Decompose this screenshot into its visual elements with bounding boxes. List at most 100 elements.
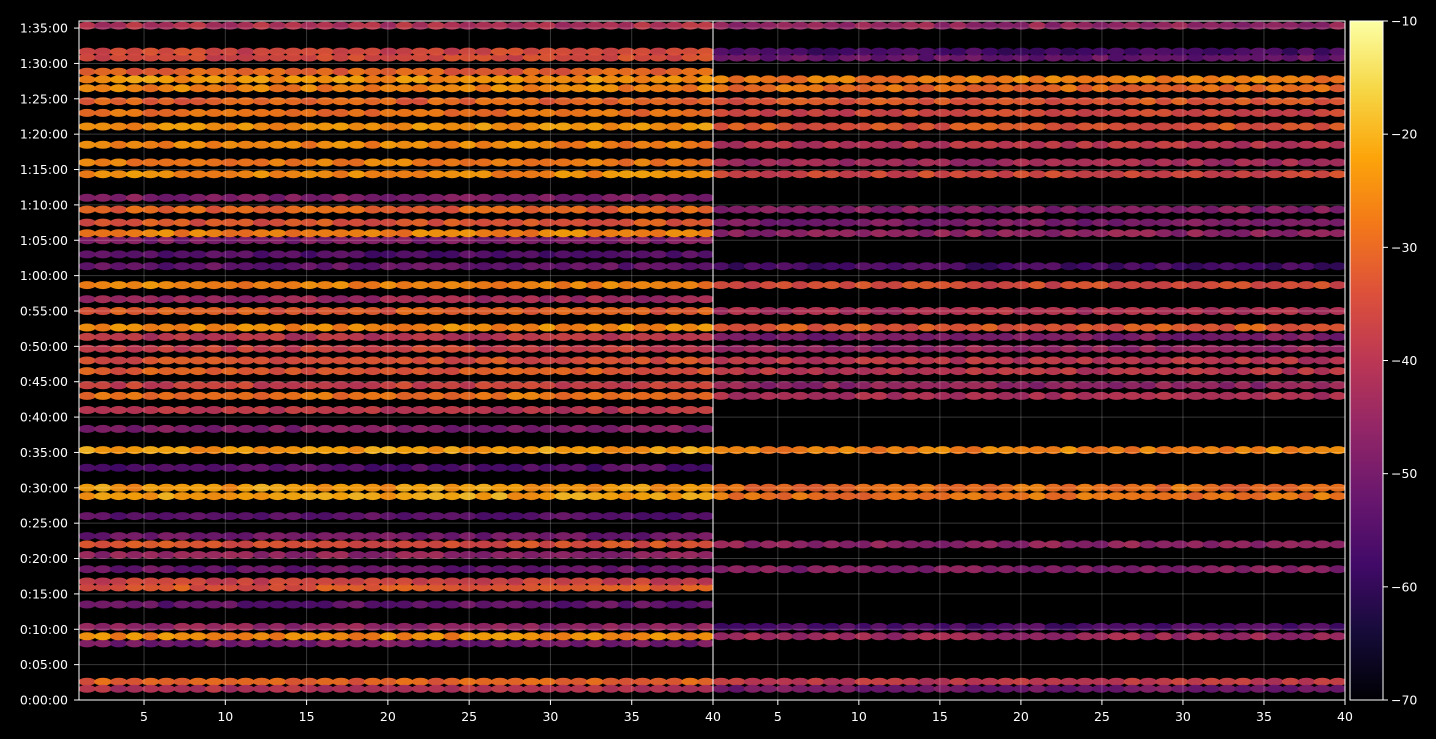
right-band-30-cell-20 [1028,53,1047,62]
left-band-39-cell-32 [586,122,604,131]
left-band-22-cell-24 [459,356,477,365]
left-band-9-cell-1 [94,551,112,559]
right-band-11-cell-15 [949,367,967,376]
left-band-39-cell-31 [570,122,588,131]
left-band-30-cell-23 [443,250,461,259]
left-band-2-cell-23 [443,639,461,648]
right-band-31-cell-15 [949,47,967,56]
right-band-26-cell-9 [854,108,873,117]
left-band-5-cell-20 [395,600,414,609]
left-band-23-cell-8 [205,344,223,353]
left-band-36-cell-12 [268,170,287,179]
right-band-26-cell-24 [1092,108,1110,117]
left-band-2-cell-18 [364,639,382,648]
right-band-25-cell-0 [713,122,730,131]
left-band-41-cell-10 [237,97,255,106]
left-band-0-cell-12 [268,677,287,686]
right-band-6-cell-9 [854,492,873,501]
right-band-24-cell-30 [1186,140,1205,149]
left-band-13-cell-26 [491,492,509,501]
right-band-9-cell-28 [1155,391,1173,400]
right-band-24-cell-16 [965,140,983,149]
left-band-14-cell-5 [157,483,176,492]
left-band-47-cell-34 [617,21,636,30]
left-band-32-cell-1 [94,229,112,238]
left-band-14-cell-11 [252,483,271,492]
left-band-18-cell-36 [649,406,668,414]
left-band-1-cell-29 [538,684,556,693]
right-band-26-cell-13 [918,108,936,117]
left-band-41-cell-39 [697,97,713,106]
left-band-1-cell-38 [681,684,699,693]
left-band-31-cell-23 [443,236,461,245]
right-band-25-cell-14 [933,122,952,131]
left-band-5-cell-2 [110,600,128,609]
right-band-32-cell-14 [933,21,952,30]
left-band-27-cell-26 [491,295,509,304]
left-band-37-cell-1 [94,158,112,167]
right-band-24-cell-23 [1076,140,1094,149]
left-band-6-cell-39 [697,583,713,592]
left-band-24-cell-8 [205,332,223,341]
right-band-27-cell-31 [1202,97,1221,106]
left-band-24-cell-10 [237,332,255,341]
right-band-5-cell-4 [775,540,793,549]
left-band-38-cell-22 [427,140,445,149]
right-band-20-cell-2 [743,218,762,227]
right-band-7-cell-20 [1028,483,1047,492]
left-band-43-cell-9 [221,75,239,84]
right-band-17-cell-1 [728,281,746,290]
y-tick-label-7: 0:35:00 [20,445,68,460]
left-band-19-cell-16 [332,391,350,400]
right-band-15-cell-32 [1218,323,1237,332]
right-band-30-cell-25 [1107,53,1126,62]
right-band-0-cell-34 [1250,677,1268,686]
right-band-18-cell-34 [1250,262,1268,271]
left-band-5-cell-13 [284,600,302,609]
left-band-31-cell-15 [316,236,334,245]
left-band-42-cell-29 [538,84,556,93]
right-band-24-cell-21 [1044,140,1062,149]
left-band-23-cell-10 [237,344,255,353]
left-band-37-cell-25 [475,158,493,167]
right-band-27-cell-33 [1234,97,1252,106]
left-band-29-cell-0 [79,262,96,271]
right-band-17-cell-18 [997,281,1015,290]
right-band-21-cell-22 [1060,205,1078,214]
left-band-42-cell-5 [157,84,176,93]
right-band-4-cell-12 [902,565,920,574]
left-band-13-cell-15 [316,492,334,501]
left-band-27-cell-23 [443,295,461,304]
right-band-30-cell-22 [1060,53,1078,62]
right-band-12-cell-6 [807,356,825,365]
right-band-5-cell-19 [1012,540,1031,549]
right-band-25-cell-21 [1044,122,1062,131]
right-band-24-cell-37 [1297,140,1316,149]
right-band-9-cell-2 [743,391,762,400]
left-band-9-cell-3 [125,551,144,559]
y-tick-label-18: 1:30:00 [20,56,68,71]
right-band-25-cell-7 [823,122,841,131]
left-band-29-cell-9 [221,262,239,271]
right-band-7-cell-3 [759,483,778,492]
right-band-4-cell-35 [1266,565,1284,574]
right-band-13-cell-8 [838,344,857,353]
left-band-46-cell-24 [459,47,477,56]
right-band-10-cell-16 [965,381,983,390]
left-band-1-cell-21 [411,684,429,693]
left-band-17-cell-4 [141,424,160,433]
left-band-27-cell-9 [221,295,239,304]
left-band-3-cell-26 [491,632,509,641]
right-band-21-cell-3 [759,205,778,214]
right-band-15-cell-9 [854,323,873,332]
left-band-8-cell-22 [427,565,445,574]
right-band-10-cell-9 [854,381,873,390]
left-band-31-cell-8 [205,236,223,245]
left-band-16-cell-21 [411,446,429,455]
right-band-0-cell-26 [1123,677,1142,686]
left-band-4-cell-5 [157,622,176,631]
right-band-25-cell-2 [743,122,762,131]
right-band-28-cell-24 [1092,84,1110,93]
left-band-14-cell-30 [554,483,572,492]
right-band-12-cell-11 [886,356,904,365]
